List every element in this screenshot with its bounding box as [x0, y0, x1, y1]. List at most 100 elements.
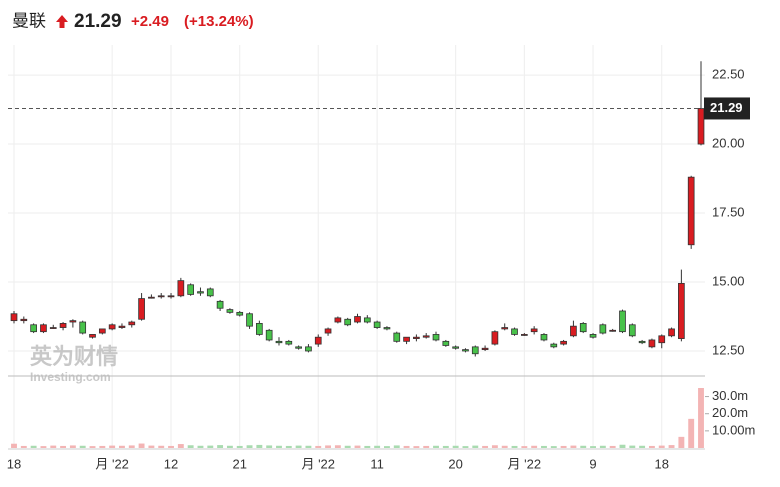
volume-bar — [472, 445, 479, 448]
last-price-label: 21.29 — [710, 100, 743, 115]
candle-body — [481, 347, 489, 351]
candle-body — [20, 318, 28, 322]
x-tick-label: 18 — [7, 456, 21, 471]
y-tick-label: 22.50 — [712, 67, 745, 82]
volume-bar — [197, 445, 204, 448]
volume-bar — [383, 446, 390, 448]
candle-body — [138, 298, 145, 320]
volume-bar — [619, 444, 626, 448]
candle-body — [570, 325, 577, 337]
volume-bar — [119, 445, 125, 448]
candle-body — [89, 334, 96, 338]
volume-bar — [688, 418, 695, 448]
volume-bar — [148, 445, 155, 448]
y-tick-label: 12.50 — [712, 342, 745, 357]
up-arrow — [56, 15, 68, 28]
volume-bar — [128, 445, 135, 448]
volume-bar — [285, 445, 292, 448]
volume-bar — [236, 445, 243, 448]
volume-bar — [217, 445, 224, 448]
candle-body — [432, 334, 440, 341]
volume-bar — [177, 444, 184, 448]
volume-bar — [334, 445, 341, 448]
volume-bar — [354, 445, 361, 448]
candle-body — [678, 282, 685, 339]
volume-bar — [531, 445, 538, 448]
candle-body — [491, 331, 499, 345]
candle-body — [452, 346, 459, 349]
candle-body — [609, 329, 617, 332]
watermark-en: Investing.com — [30, 370, 111, 384]
candle-body — [501, 327, 509, 330]
candle-body — [422, 335, 430, 338]
candle-body — [246, 313, 253, 327]
volume-bar — [698, 388, 704, 448]
volume-bar — [89, 446, 96, 448]
volume-bar — [491, 445, 498, 448]
candle-body — [157, 295, 165, 298]
candle-body — [40, 324, 47, 333]
candle-body — [579, 323, 587, 333]
volume-bar — [79, 445, 86, 448]
volume-bar — [364, 445, 371, 448]
volume-bar — [187, 445, 194, 448]
grid — [8, 45, 705, 448]
candle-body — [216, 300, 224, 309]
candle-body — [118, 325, 126, 328]
candle-body — [79, 321, 87, 334]
volume-bar — [442, 445, 449, 448]
x-tick-label: 18 — [655, 456, 669, 471]
candle-body — [236, 311, 244, 316]
x-tick-label: 11 — [370, 456, 384, 471]
x-tick-label: 月 '22 — [95, 456, 129, 471]
volume-bar — [109, 445, 116, 448]
volume-bar — [423, 445, 430, 448]
volume-bar — [599, 445, 606, 448]
candle-body — [354, 316, 361, 323]
volume-bar — [266, 445, 273, 448]
y-tick-label: 17.50 — [712, 204, 745, 219]
volume-bar — [629, 445, 636, 448]
candle-body — [197, 291, 204, 294]
volume-bar — [462, 446, 469, 448]
x-tick-label: 月 '22 — [301, 456, 335, 471]
candle-body — [226, 309, 234, 313]
candle-body — [550, 343, 558, 348]
candle-body — [599, 324, 607, 334]
candle-body — [687, 176, 695, 246]
candle-body — [265, 329, 273, 341]
candle-body — [471, 346, 479, 355]
candle-body — [148, 296, 155, 299]
volume-bar — [580, 445, 587, 448]
candle-body — [128, 321, 136, 326]
volume-bar — [69, 445, 76, 448]
y-tick-label: 20.00 — [712, 135, 745, 150]
volume-bar — [60, 445, 67, 448]
stock-name: 曼联 — [12, 11, 46, 30]
volume-bar — [452, 445, 459, 448]
candle-body — [324, 328, 332, 334]
volume-bar — [11, 443, 17, 448]
x-tick-label: 20 — [448, 456, 462, 471]
candle-body — [442, 340, 450, 346]
volume-bar — [325, 445, 332, 448]
candle-body — [30, 324, 37, 333]
watermark-cn: 英为财情 — [30, 344, 118, 369]
candle-body — [383, 327, 391, 330]
volume-bar — [511, 445, 518, 448]
candle-body — [69, 320, 77, 323]
volume-bar — [256, 444, 263, 448]
candle-body — [403, 336, 410, 342]
volume-bar — [50, 445, 57, 448]
volume-bar — [482, 445, 489, 448]
volume-bar — [168, 445, 174, 448]
last-price-box — [704, 97, 750, 120]
candle-body — [49, 327, 57, 329]
x-tick-label: 9 — [589, 456, 596, 471]
x-tick-label: 月 '22 — [508, 456, 542, 471]
volume-bar — [158, 445, 165, 448]
volume-bar — [570, 445, 577, 448]
x-tick-label: 21 — [232, 456, 246, 471]
